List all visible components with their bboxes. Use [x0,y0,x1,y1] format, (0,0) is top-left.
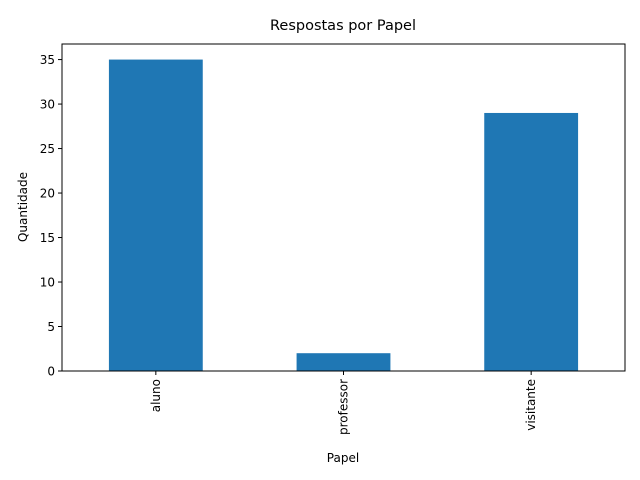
y-axis: 0 5 10 15 20 25 30 35 [40,53,62,379]
x-tick-label-visitante: visitante [524,379,538,431]
x-axis-label: Papel [327,451,359,465]
x-axis: aluno professor visitante [149,371,538,435]
bars-group [108,59,579,372]
y-tick-label-0: 0 [47,365,55,379]
y-axis-label: Quantidade [16,172,30,242]
bar-aluno [108,59,203,371]
y-tick-label-5: 5 [47,320,55,334]
bar-professor [296,353,391,371]
chart-title: Respostas por Papel [270,18,416,34]
y-tick-label-15: 15 [40,231,55,245]
y-tick-label-35: 35 [40,53,55,67]
x-tick-label-aluno: aluno [149,379,163,412]
y-tick-label-10: 10 [40,276,55,290]
y-tick-label-30: 30 [40,98,55,112]
x-tick-label-professor: professor [337,379,351,435]
bar-visitante [484,112,579,372]
y-tick-label-25: 25 [40,142,55,156]
y-tick-label-20: 20 [40,187,55,201]
plot-frame [61,43,626,372]
